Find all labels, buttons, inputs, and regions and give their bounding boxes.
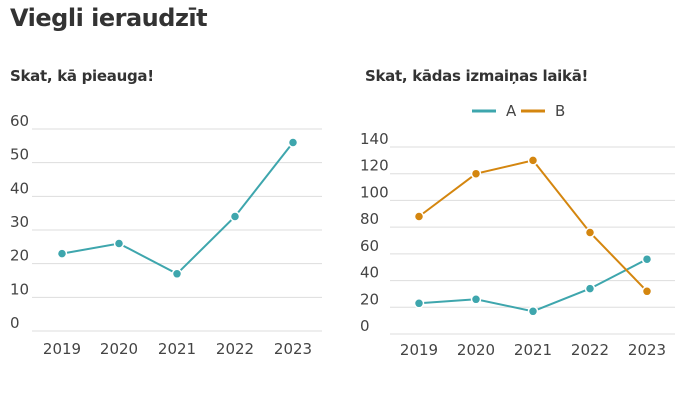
right-series-a-point	[470, 294, 482, 305]
chart-title-left: Skat, kā pieauga!	[10, 67, 154, 85]
left-x-tick-label: 2023	[274, 340, 312, 358]
left-y-tick-label: 50	[10, 146, 29, 164]
left-series-point	[113, 238, 125, 249]
left-y-tick-label: 10	[10, 280, 29, 298]
right-series-b-point	[641, 286, 653, 297]
right-series-a-point	[584, 283, 596, 294]
left-series-point	[56, 248, 68, 259]
left-x-tick-label: 2021	[158, 340, 196, 358]
page-title: Viegli ieraudzīt	[10, 4, 208, 32]
right-y-tick-label: 40	[360, 264, 379, 282]
left-series-point	[171, 268, 183, 280]
left-x-tick-label: 2022	[216, 340, 254, 358]
right-y-tick-label: 100	[360, 183, 389, 201]
right-x-tick-label: 2019	[400, 341, 438, 359]
legend-label-b: B	[555, 102, 565, 120]
left-y-tick-label: 40	[10, 179, 29, 197]
right-x-tick-label: 2023	[628, 341, 666, 359]
right-y-tick-label: 140	[360, 130, 389, 148]
right-series-a-point	[641, 253, 653, 265]
right-series-b-point	[584, 227, 596, 238]
chart-title-right: Skat, kādas izmaiņas laikā!	[365, 67, 589, 85]
right-y-tick-label: 20	[360, 290, 379, 308]
right-series-a-line	[418, 258, 648, 313]
right-series-b-point	[527, 155, 539, 166]
left-y-tick-label: 0	[10, 314, 20, 332]
right-x-tick-label: 2021	[514, 341, 552, 359]
right-x-tick-label: 2022	[571, 341, 609, 359]
right-series-a-point	[527, 306, 539, 317]
left-x-tick-label: 2019	[43, 340, 81, 358]
legend-label-a: A	[506, 102, 517, 120]
left-y-tick-label: 30	[10, 213, 29, 231]
right-series-b-point	[413, 211, 425, 222]
left-y-tick-label: 20	[10, 247, 29, 265]
right-y-tick-label: 120	[360, 157, 389, 175]
right-y-tick-label: 0	[360, 317, 370, 335]
left-series-point	[287, 137, 299, 148]
right-x-tick-label: 2020	[457, 341, 495, 359]
left-x-tick-label: 2020	[100, 340, 138, 358]
right-series-b-point	[470, 168, 482, 179]
right-series-a-point	[413, 298, 425, 309]
right-series-b-line	[418, 159, 648, 292]
right-y-tick-label: 80	[360, 210, 379, 228]
right-y-tick-label: 60	[360, 237, 379, 255]
left-series-point	[229, 211, 241, 222]
left-y-tick-label: 60	[10, 112, 29, 130]
